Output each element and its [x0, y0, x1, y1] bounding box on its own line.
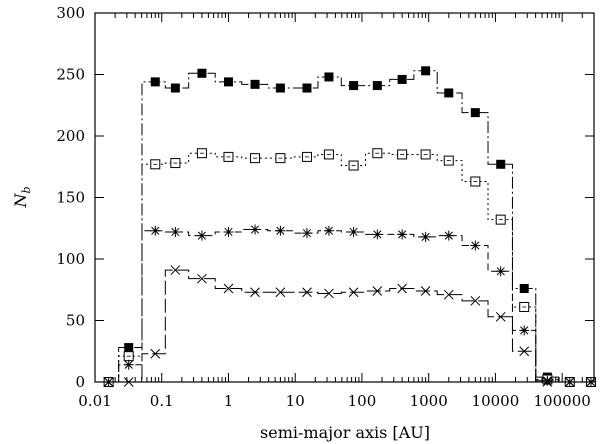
data-point [349, 81, 359, 91]
data-point [519, 325, 530, 336]
data-point [420, 286, 431, 296]
data-point [301, 228, 312, 239]
x-tick-label: 1 [224, 392, 234, 410]
data-point [372, 286, 383, 296]
data-point [123, 351, 134, 362]
data-point [250, 153, 261, 164]
data-point [275, 153, 286, 164]
series-open-square [103, 148, 596, 387]
y-axis-label-sub: b [20, 186, 33, 193]
data-point [302, 287, 312, 298]
data-point [496, 159, 506, 169]
series-line [108, 152, 591, 383]
data-point [420, 231, 431, 242]
data-point [470, 108, 480, 118]
series-line [108, 70, 591, 383]
data-point [348, 160, 359, 171]
data-point [324, 288, 334, 299]
data-point [470, 176, 481, 187]
data-point [196, 148, 207, 159]
data-point [275, 225, 286, 236]
data-point [223, 151, 234, 162]
data-point [443, 289, 454, 300]
plot-frame [94, 12, 595, 383]
x-tick-label: 0.01 [78, 392, 111, 410]
data-point [397, 74, 407, 84]
data-point [150, 159, 161, 170]
series-line [108, 228, 591, 383]
data-point [519, 346, 530, 357]
data-point [443, 155, 454, 166]
y-tick-label: 100 [56, 250, 85, 268]
data-point [150, 348, 161, 359]
y-tick-label: 0 [75, 373, 85, 391]
data-point [250, 224, 261, 235]
data-point [170, 83, 180, 93]
x-tick-label: 0.1 [150, 392, 174, 410]
data-point [170, 226, 181, 237]
data-point [250, 79, 260, 89]
data-point [323, 149, 334, 160]
data-point [397, 229, 408, 240]
data-point [275, 83, 285, 93]
data-point [519, 284, 529, 294]
data-point [223, 283, 234, 294]
data-point [223, 77, 233, 87]
data-point [519, 301, 530, 312]
x-tick-label: 100 [348, 392, 377, 410]
x-tick-label: 10000 [472, 392, 520, 410]
data-point [495, 311, 506, 322]
series-layer [103, 66, 596, 387]
series-line [108, 269, 591, 383]
data-point [324, 72, 334, 82]
data-point [170, 158, 181, 169]
data-point [323, 225, 334, 236]
x-tick-label: 1000 [410, 392, 448, 410]
y-tick-label: 50 [66, 312, 85, 330]
data-point [444, 88, 454, 98]
data-point [372, 81, 382, 91]
x-tick-label: 10 [286, 392, 305, 410]
data-point [372, 148, 383, 159]
data-point [495, 214, 506, 225]
data-point [223, 226, 234, 237]
data-point [302, 83, 312, 93]
data-point [470, 295, 481, 306]
y-tick-label: 250 [56, 66, 85, 84]
data-point [348, 226, 359, 237]
ticks-layer: 0.01 0.1 1 10 100 1000 10000 100000 0 50 100 150 200… [56, 4, 595, 410]
series-cross [103, 265, 596, 387]
data-point [196, 230, 207, 241]
y-tick-label: 200 [56, 127, 85, 145]
y-axis-label: Nb [11, 186, 33, 208]
x-axis-label: semi-major axis [AU] [260, 423, 430, 442]
data-point [372, 229, 383, 240]
y-tick-label: 150 [56, 189, 85, 207]
data-point [397, 283, 407, 294]
data-point [470, 240, 481, 251]
data-point [250, 287, 260, 298]
data-point [197, 68, 207, 78]
data-point [197, 273, 207, 284]
series-filled-square [104, 66, 596, 387]
data-point [495, 266, 506, 277]
data-point [123, 359, 134, 370]
data-point [420, 149, 431, 160]
y-tick-label: 300 [56, 4, 85, 22]
data-point [348, 287, 359, 298]
data-point [301, 151, 312, 162]
y-axis-label-main: N [11, 193, 30, 209]
data-point [150, 77, 160, 87]
x-tick-label: 100000 [534, 392, 591, 410]
data-point [275, 287, 286, 298]
data-point [170, 265, 181, 275]
data-point [124, 343, 134, 353]
data-point [421, 66, 431, 76]
data-point [150, 225, 161, 236]
data-point [443, 230, 454, 241]
data-point [397, 149, 408, 160]
